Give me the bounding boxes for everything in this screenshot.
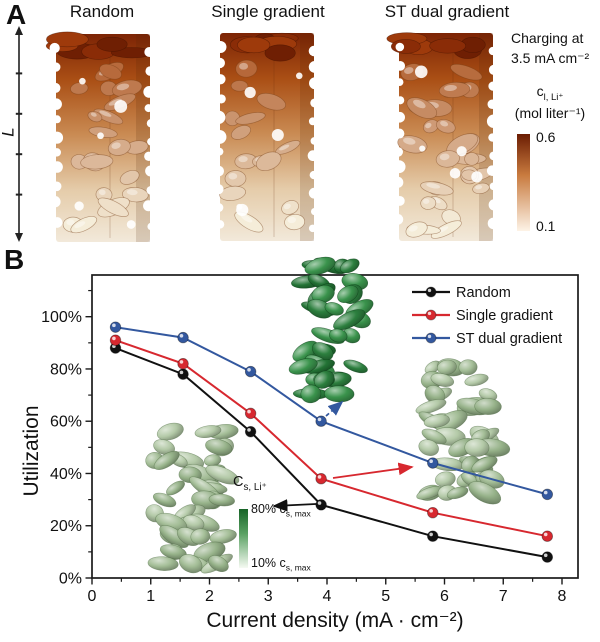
arrow-to-dark-inset <box>325 400 344 417</box>
data-point <box>315 499 327 511</box>
inset-scale-label: Cs, Li⁺ <box>233 474 267 493</box>
inset-scale-symbol: C <box>233 474 244 490</box>
data-point <box>541 530 554 542</box>
panel-b-label: B <box>4 244 25 275</box>
y-tick-label: 20% <box>50 518 82 535</box>
data-point <box>541 488 554 501</box>
data-point <box>244 407 257 420</box>
y-tick-label: 0% <box>59 571 82 588</box>
data-point <box>177 358 189 370</box>
series-line-random <box>115 347 548 559</box>
inset-light-green-left <box>145 422 240 574</box>
x-tick-label: 7 <box>499 588 508 605</box>
charging-annotation: Charging at 3.5 mA cm⁻² <box>511 28 589 69</box>
panel-a-label: A <box>6 0 27 30</box>
data-point <box>177 331 189 344</box>
colorbar-quantity-symbol: c <box>536 83 544 99</box>
y-tick-label: 80% <box>50 361 82 378</box>
arrow-to-scale-label <box>272 499 317 512</box>
inset-scale-min-subscript: s, max <box>285 562 311 573</box>
y-tick-label: 40% <box>50 466 82 483</box>
y-tick-label: 60% <box>50 414 82 431</box>
inset-light-green-right <box>415 358 511 505</box>
y-tick-label: 100% <box>41 309 82 326</box>
microstructure-st-dual-gradient <box>386 32 501 241</box>
structure-title-st-dual-gradient: ST dual gradient <box>384 2 510 21</box>
data-point <box>427 530 439 542</box>
x-tick-label: 0 <box>88 588 97 605</box>
x-axis-label: Current density (mA · cm⁻²) <box>206 609 463 632</box>
legend-label-random: Random <box>456 285 511 301</box>
charging-line2: 3.5 mA cm⁻² <box>511 50 590 67</box>
inset-scale-gradient-bar <box>239 509 248 568</box>
data-point <box>541 551 554 563</box>
length-label: L <box>0 127 18 137</box>
structure-title-random: Random <box>69 2 135 21</box>
microstructure-random <box>45 31 157 242</box>
inset-scale-max-subscript: s, max <box>285 508 311 519</box>
data-point <box>315 415 327 427</box>
colorbar-quantity-subscript: l, Li⁺ <box>543 91 564 103</box>
inset-scale-max-label: 80% cs, max <box>251 502 311 519</box>
y-axis-label: Utilization <box>20 405 43 496</box>
x-tick-label: 2 <box>205 588 214 605</box>
x-tick-label: 5 <box>381 588 390 605</box>
inset-scale-max-text: 80% c <box>251 502 286 516</box>
data-point <box>427 457 439 469</box>
structure-title-single-gradient: Single gradient <box>211 2 325 21</box>
colorbar-quantity-label: cl, Li⁺ (mol liter⁻¹) <box>498 82 600 122</box>
series-line-st-dual-gradient <box>115 326 548 496</box>
colorbar-min-value: 0.1 <box>536 218 556 234</box>
charging-line1: Charging at <box>511 30 584 46</box>
colorbar-unit: (mol liter⁻¹) <box>514 105 586 122</box>
legend-label-st-dual-gradient: ST dual gradient <box>456 331 562 347</box>
data-point <box>427 506 439 519</box>
x-tick-label: 8 <box>558 588 567 605</box>
inset-dark-green-middle <box>288 256 374 404</box>
microstructure-single-gradient <box>211 32 322 241</box>
data-point <box>244 425 257 438</box>
legend-label-single-gradient: Single gradient <box>456 308 553 324</box>
x-tick-label: 3 <box>264 588 273 605</box>
arrow-to-right-inset <box>332 462 414 479</box>
series-line-single-gradient <box>115 339 548 538</box>
inset-scale-min-label: 10% cs, max <box>251 556 311 573</box>
colorbar-quantity: cl, Li⁺ <box>498 82 600 104</box>
x-tick-label: 6 <box>440 588 449 605</box>
x-tick-label: 1 <box>146 588 155 605</box>
concentration-colorbar <box>517 134 530 231</box>
inset-scale-min-text: 10% c <box>251 556 286 570</box>
length-axis-arrow <box>15 26 23 242</box>
x-tick-label: 4 <box>323 588 332 605</box>
utilization-chart: 0 1 2 3 4 5 6 7 80%20%40%60%80%100%UtilizationCu… <box>20 256 579 632</box>
colorbar-max-value: 0.6 <box>536 129 556 145</box>
data-point <box>177 368 189 380</box>
data-point <box>244 365 257 378</box>
inset-scale-subscript: s, Li⁺ <box>243 481 267 493</box>
data-point <box>315 473 327 485</box>
data-point <box>109 321 122 333</box>
data-point <box>109 334 122 346</box>
